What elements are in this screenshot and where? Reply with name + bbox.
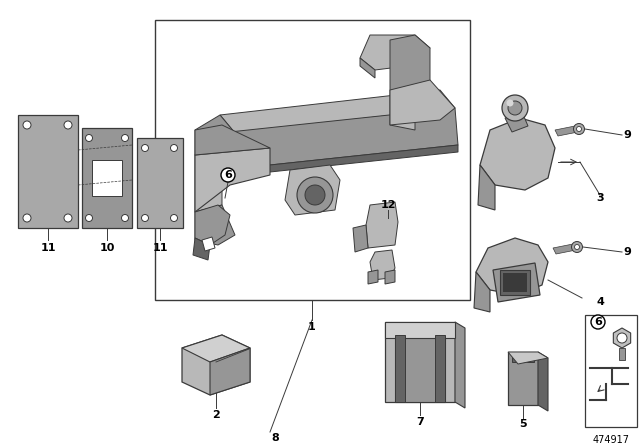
Polygon shape xyxy=(390,35,430,107)
Text: 6: 6 xyxy=(594,317,602,327)
Polygon shape xyxy=(368,270,378,284)
Polygon shape xyxy=(195,148,270,212)
Text: 10: 10 xyxy=(99,243,115,253)
Polygon shape xyxy=(220,108,458,170)
Polygon shape xyxy=(512,352,534,362)
Circle shape xyxy=(86,134,93,142)
Polygon shape xyxy=(390,95,415,130)
Polygon shape xyxy=(195,205,230,245)
Circle shape xyxy=(170,215,177,221)
Bar xyxy=(500,270,530,295)
Text: 4: 4 xyxy=(596,297,604,307)
Circle shape xyxy=(575,245,579,250)
Polygon shape xyxy=(182,335,250,362)
Polygon shape xyxy=(455,322,465,408)
Text: 1: 1 xyxy=(308,322,316,332)
Polygon shape xyxy=(385,270,395,284)
Polygon shape xyxy=(508,352,548,364)
Polygon shape xyxy=(353,225,368,252)
Polygon shape xyxy=(390,80,455,125)
Circle shape xyxy=(577,126,582,132)
Text: 12: 12 xyxy=(380,200,396,210)
Polygon shape xyxy=(210,348,250,395)
Polygon shape xyxy=(395,335,405,402)
Circle shape xyxy=(141,145,148,151)
Circle shape xyxy=(573,124,584,134)
Circle shape xyxy=(305,185,325,205)
Text: 8: 8 xyxy=(271,433,279,443)
Polygon shape xyxy=(370,250,395,280)
Circle shape xyxy=(86,215,93,221)
Polygon shape xyxy=(480,118,555,190)
Polygon shape xyxy=(505,112,528,132)
Circle shape xyxy=(572,241,582,253)
Circle shape xyxy=(141,215,148,221)
Text: 6: 6 xyxy=(224,170,232,180)
Polygon shape xyxy=(476,238,548,295)
Polygon shape xyxy=(285,165,340,215)
Polygon shape xyxy=(82,128,132,228)
Bar xyxy=(155,20,470,300)
Text: 7: 7 xyxy=(416,417,424,427)
Circle shape xyxy=(64,121,72,129)
Polygon shape xyxy=(195,205,235,245)
Polygon shape xyxy=(395,335,445,402)
Circle shape xyxy=(170,145,177,151)
Circle shape xyxy=(122,215,129,221)
Polygon shape xyxy=(202,237,215,251)
Text: 5: 5 xyxy=(519,419,527,429)
Circle shape xyxy=(297,177,333,213)
Text: 474917: 474917 xyxy=(593,435,630,445)
Circle shape xyxy=(502,95,528,121)
Circle shape xyxy=(506,99,513,107)
Circle shape xyxy=(23,121,31,129)
Text: 11: 11 xyxy=(152,243,168,253)
Polygon shape xyxy=(385,322,455,338)
Polygon shape xyxy=(478,165,495,210)
Polygon shape xyxy=(360,35,430,70)
Text: 9: 9 xyxy=(623,130,631,140)
Polygon shape xyxy=(493,263,540,302)
Text: 11: 11 xyxy=(40,243,56,253)
Polygon shape xyxy=(555,126,578,136)
Polygon shape xyxy=(360,58,375,78)
Circle shape xyxy=(23,214,31,222)
Polygon shape xyxy=(538,352,548,411)
Circle shape xyxy=(617,333,627,343)
Polygon shape xyxy=(195,148,222,212)
Polygon shape xyxy=(553,244,576,254)
Circle shape xyxy=(64,214,72,222)
Polygon shape xyxy=(193,238,210,260)
Polygon shape xyxy=(613,328,630,348)
Text: 2: 2 xyxy=(212,410,220,420)
Bar xyxy=(585,315,637,427)
Text: 9: 9 xyxy=(623,247,631,257)
Polygon shape xyxy=(18,115,78,228)
Bar xyxy=(503,273,527,292)
Polygon shape xyxy=(619,348,625,360)
Circle shape xyxy=(508,101,522,115)
Circle shape xyxy=(122,134,129,142)
Polygon shape xyxy=(223,145,458,177)
Polygon shape xyxy=(385,322,455,402)
Polygon shape xyxy=(220,90,455,133)
Polygon shape xyxy=(474,272,490,312)
Polygon shape xyxy=(195,115,235,155)
Polygon shape xyxy=(195,125,270,155)
Polygon shape xyxy=(182,335,250,395)
Polygon shape xyxy=(366,202,398,248)
Polygon shape xyxy=(137,138,183,228)
Polygon shape xyxy=(508,352,538,405)
Bar xyxy=(92,160,122,196)
Text: 3: 3 xyxy=(596,193,604,203)
Polygon shape xyxy=(435,335,445,402)
